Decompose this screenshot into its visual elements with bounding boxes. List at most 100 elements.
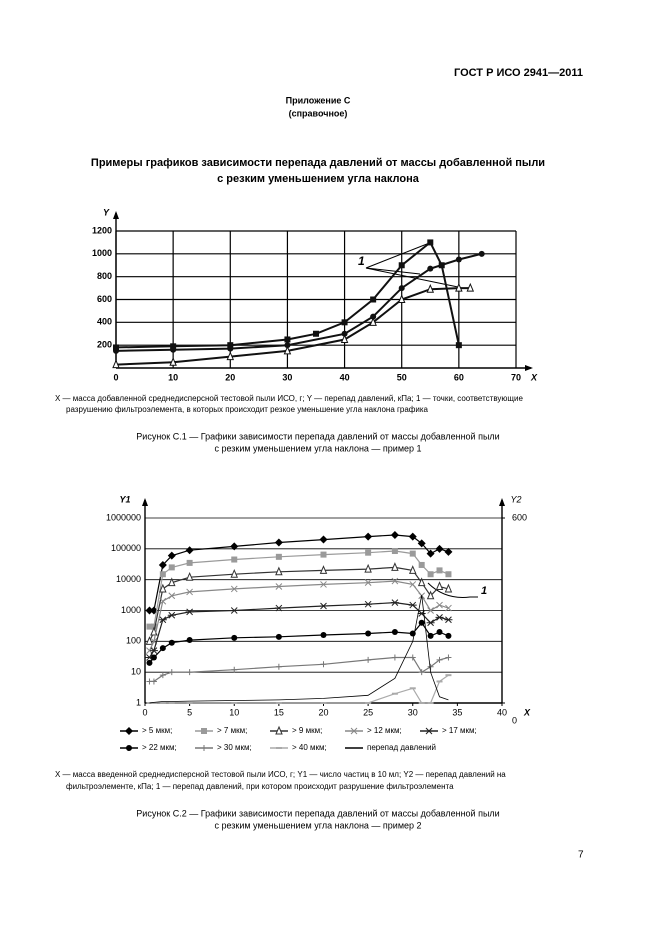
y-tick-label: 1 — [136, 697, 141, 707]
point — [170, 343, 177, 350]
legend-label: перепад давлений — [367, 743, 436, 752]
point — [159, 571, 166, 578]
page-number: 7 — [578, 850, 584, 861]
annotation-leaders — [365, 241, 478, 598]
legend-marker — [201, 728, 207, 734]
point — [319, 565, 328, 574]
point — [284, 336, 291, 343]
point — [185, 571, 194, 581]
point — [145, 606, 154, 615]
x-tick-label: 40 — [497, 707, 507, 717]
point — [444, 616, 453, 624]
point — [159, 583, 167, 593]
point — [167, 611, 176, 619]
point — [227, 345, 234, 352]
point — [284, 342, 291, 349]
point — [390, 599, 399, 606]
point — [390, 531, 399, 540]
x-tick-label: 20 — [318, 707, 328, 717]
point — [427, 607, 434, 614]
point — [391, 629, 398, 636]
y-tick-label: 1000 — [121, 605, 141, 615]
point — [365, 702, 372, 704]
point — [186, 669, 193, 676]
point — [159, 702, 166, 704]
point — [427, 702, 434, 704]
header: ГОСТ Р ИСО 2941—2011 — [454, 67, 583, 79]
point — [146, 659, 153, 666]
x-axis-label: X — [523, 707, 531, 717]
x-tick-label: 10 — [229, 707, 239, 717]
point — [230, 568, 239, 578]
point — [391, 562, 399, 571]
figure-caption: с резким уменьшением угла наклона — прим… — [214, 820, 421, 830]
legend-label: > 7 мкм; — [217, 726, 247, 735]
point — [445, 674, 452, 677]
point — [275, 633, 282, 640]
point — [436, 601, 443, 609]
point — [158, 616, 167, 624]
y-tick-label: 10 — [131, 667, 141, 677]
figure-note: X — масса добавленной среднедисперсной т… — [55, 394, 523, 403]
point — [370, 296, 377, 303]
y-axis-label: Y1 — [119, 494, 130, 504]
point — [167, 551, 176, 560]
figure-note: X — масса введенной среднедисперсной тес… — [55, 770, 506, 779]
x-tick-label: 0 — [142, 707, 147, 717]
point — [369, 317, 377, 326]
x-tick-label: 10 — [168, 372, 178, 382]
legend-label: > 30 мкм; — [217, 743, 252, 752]
axis-arrow — [525, 365, 533, 371]
point — [226, 351, 235, 361]
point — [409, 687, 416, 690]
point — [444, 547, 453, 556]
x-tick-label: 35 — [452, 707, 462, 717]
point — [319, 602, 328, 610]
point — [455, 342, 462, 349]
point — [365, 549, 372, 556]
point — [275, 702, 282, 704]
heading: Примеры графиков зависимости перепада да… — [91, 157, 545, 169]
point — [150, 623, 157, 630]
x-axis-label: X — [530, 372, 538, 382]
point — [408, 565, 417, 574]
point — [408, 601, 417, 609]
point — [417, 539, 426, 548]
y-tick-label: 600 — [97, 294, 112, 304]
point — [230, 607, 239, 614]
point — [149, 647, 158, 654]
point — [435, 581, 444, 591]
point — [169, 357, 177, 366]
point — [391, 548, 398, 555]
point — [159, 645, 166, 652]
point — [466, 282, 475, 292]
point — [364, 532, 373, 541]
point — [418, 702, 425, 704]
point — [418, 561, 425, 568]
series-line — [115, 252, 482, 352]
point — [427, 239, 434, 246]
point — [435, 613, 444, 621]
point — [231, 634, 238, 641]
point — [455, 282, 463, 292]
point — [150, 654, 157, 661]
point — [168, 702, 175, 704]
y-tick-label: 200 — [97, 340, 112, 350]
y-tick-label: 100000 — [111, 543, 141, 553]
x-tick-label: 15 — [274, 707, 284, 717]
x-tick-label: 25 — [363, 707, 373, 717]
point — [112, 359, 120, 369]
y-tick-label: 400 — [97, 317, 112, 327]
series-line — [149, 595, 449, 704]
point — [445, 604, 452, 612]
figure-note: фильтроэлементе, кПа; 1 — перепад давлен… — [66, 782, 454, 791]
x-tick-label: 50 — [397, 372, 407, 382]
point — [146, 623, 153, 630]
x-tick-label: 30 — [282, 372, 292, 382]
y2-tick-label: 0 — [512, 715, 517, 725]
point — [170, 346, 177, 353]
y2-tick-label: 600 — [512, 512, 527, 522]
point — [320, 581, 327, 588]
legend-label: > 17 мкм; — [442, 726, 477, 735]
